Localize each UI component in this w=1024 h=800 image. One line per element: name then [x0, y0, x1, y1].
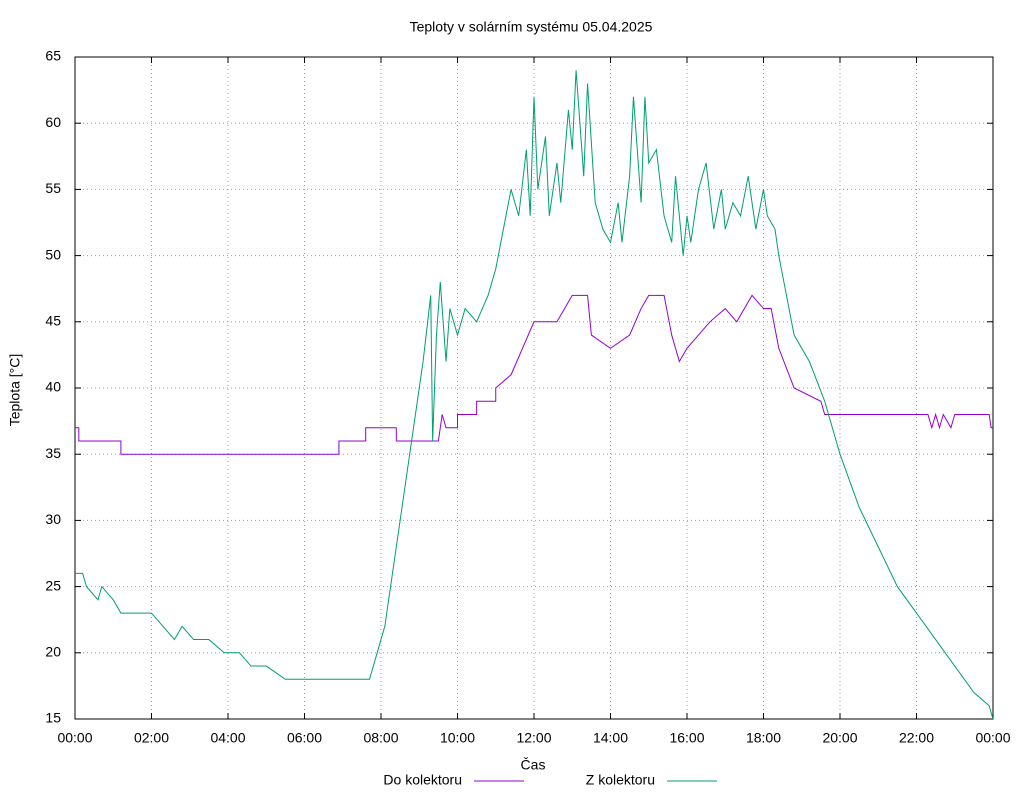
- y-tick-label: 45: [45, 313, 61, 329]
- x-tick-label: 18:00: [746, 730, 781, 746]
- x-tick-label: 00:00: [57, 730, 92, 746]
- x-tick-label: 22:00: [899, 730, 934, 746]
- x-axis-label: Čas: [521, 757, 546, 773]
- y-tick-label: 35: [45, 445, 61, 461]
- y-tick-label: 40: [45, 379, 61, 395]
- series-line: [75, 294, 993, 455]
- series-line: [75, 70, 994, 720]
- x-tick-label: 20:00: [822, 730, 857, 746]
- y-tick-label: 65: [45, 48, 61, 64]
- legend-label: Z kolektoru: [586, 772, 655, 788]
- legend-label: Do kolektoru: [383, 772, 462, 788]
- chart-title: Teploty v solárním systému 05.04.2025: [410, 19, 653, 35]
- x-tick-label: 06:00: [287, 730, 322, 746]
- y-axis-label: Teplota [°C]: [7, 354, 23, 427]
- x-tick-label: 00:00: [975, 730, 1010, 746]
- y-tick-label: 20: [45, 644, 61, 660]
- y-tick-label: 25: [45, 577, 61, 593]
- x-tick-label: 02:00: [134, 730, 169, 746]
- y-tick-label: 30: [45, 511, 61, 527]
- x-tick-label: 16:00: [669, 730, 704, 746]
- x-tick-label: 08:00: [363, 730, 398, 746]
- y-tick-label: 15: [45, 710, 61, 726]
- x-tick-label: 14:00: [593, 730, 628, 746]
- y-tick-label: 55: [45, 180, 61, 196]
- x-tick-label: 10:00: [440, 730, 475, 746]
- x-tick-label: 12:00: [516, 730, 551, 746]
- x-tick-label: 04:00: [210, 730, 245, 746]
- plot-border: [74, 56, 994, 720]
- y-tick-label: 60: [45, 114, 61, 130]
- y-tick-label: 50: [45, 246, 61, 262]
